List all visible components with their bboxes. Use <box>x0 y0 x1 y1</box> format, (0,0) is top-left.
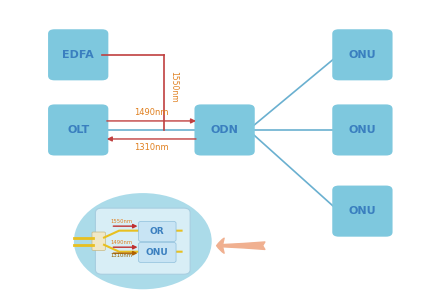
Text: EDFA: EDFA <box>62 50 94 60</box>
FancyBboxPatch shape <box>139 243 176 262</box>
Text: 1310nm: 1310nm <box>134 143 169 152</box>
Text: ONU: ONU <box>146 248 168 257</box>
FancyBboxPatch shape <box>332 185 393 237</box>
Text: 1310nm: 1310nm <box>111 253 133 258</box>
Text: OLT: OLT <box>67 125 89 135</box>
Text: 1550nm: 1550nm <box>169 71 178 102</box>
Text: 1490nm: 1490nm <box>134 108 168 117</box>
Text: ONU: ONU <box>349 125 376 135</box>
FancyBboxPatch shape <box>95 208 190 274</box>
Text: 1550nm: 1550nm <box>111 219 133 224</box>
Text: ONU: ONU <box>349 206 376 216</box>
FancyBboxPatch shape <box>92 232 105 250</box>
FancyBboxPatch shape <box>194 104 255 156</box>
Text: ODN: ODN <box>211 125 238 135</box>
Text: OR: OR <box>150 227 165 236</box>
FancyArrowPatch shape <box>216 238 265 253</box>
FancyBboxPatch shape <box>139 221 176 242</box>
Text: ONU: ONU <box>349 50 376 60</box>
FancyBboxPatch shape <box>48 104 108 156</box>
FancyBboxPatch shape <box>332 104 393 156</box>
Circle shape <box>74 193 212 289</box>
FancyBboxPatch shape <box>332 29 393 80</box>
Text: 1490nm: 1490nm <box>111 240 133 245</box>
FancyBboxPatch shape <box>48 29 108 80</box>
